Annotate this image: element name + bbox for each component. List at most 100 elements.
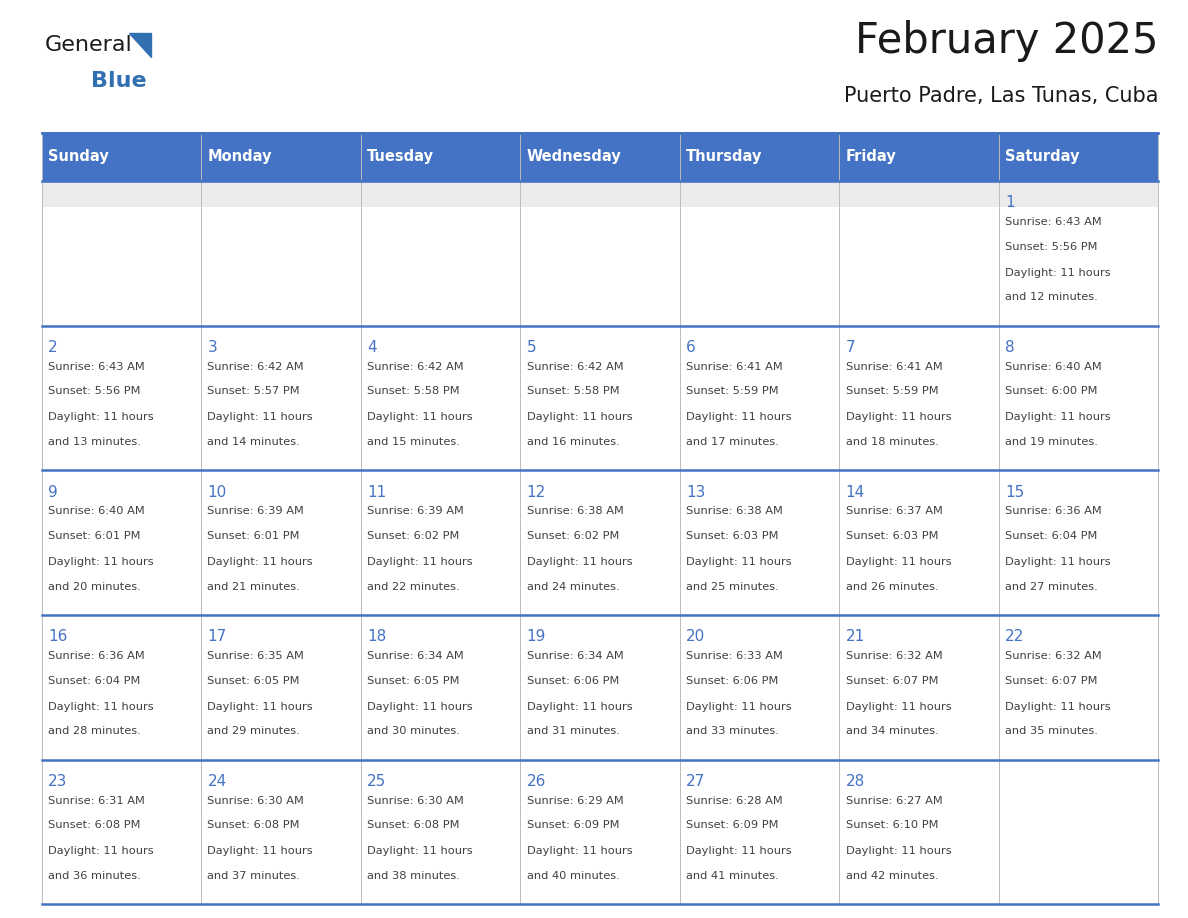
Text: Sunrise: 6:38 AM: Sunrise: 6:38 AM — [526, 507, 624, 516]
Text: Sunset: 6:01 PM: Sunset: 6:01 PM — [208, 531, 301, 541]
Text: Sunset: 6:02 PM: Sunset: 6:02 PM — [367, 531, 460, 541]
Text: Sunrise: 6:34 AM: Sunrise: 6:34 AM — [367, 651, 463, 661]
Text: Sunrise: 6:43 AM: Sunrise: 6:43 AM — [48, 362, 145, 372]
Text: Sunset: 6:04 PM: Sunset: 6:04 PM — [48, 676, 140, 686]
Text: Daylight: 11 hours: Daylight: 11 hours — [1005, 268, 1111, 277]
Text: and 29 minutes.: and 29 minutes. — [208, 726, 301, 736]
Text: Sunset: 6:03 PM: Sunset: 6:03 PM — [687, 531, 778, 541]
Text: and 21 minutes.: and 21 minutes. — [208, 582, 301, 591]
Text: Sunset: 6:04 PM: Sunset: 6:04 PM — [1005, 531, 1098, 541]
Text: Sunrise: 6:41 AM: Sunrise: 6:41 AM — [846, 362, 942, 372]
Text: Sunrise: 6:33 AM: Sunrise: 6:33 AM — [687, 651, 783, 661]
Text: Daylight: 11 hours: Daylight: 11 hours — [208, 412, 314, 422]
Text: 3: 3 — [208, 340, 217, 355]
Text: Sunrise: 6:32 AM: Sunrise: 6:32 AM — [1005, 651, 1102, 661]
Text: and 16 minutes.: and 16 minutes. — [526, 437, 619, 447]
Text: Sunset: 6:06 PM: Sunset: 6:06 PM — [687, 676, 778, 686]
Text: and 33 minutes.: and 33 minutes. — [687, 726, 779, 736]
Text: Sunset: 5:57 PM: Sunset: 5:57 PM — [208, 386, 301, 397]
Text: and 31 minutes.: and 31 minutes. — [526, 726, 619, 736]
Text: Sunset: 5:56 PM: Sunset: 5:56 PM — [48, 386, 140, 397]
Text: Sunset: 6:01 PM: Sunset: 6:01 PM — [48, 531, 140, 541]
Text: Daylight: 11 hours: Daylight: 11 hours — [526, 846, 632, 856]
Text: February 2025: February 2025 — [855, 20, 1158, 62]
Text: 26: 26 — [526, 774, 546, 789]
Text: and 40 minutes.: and 40 minutes. — [526, 871, 619, 881]
Text: Sunrise: 6:39 AM: Sunrise: 6:39 AM — [367, 507, 463, 516]
Text: Sunrise: 6:36 AM: Sunrise: 6:36 AM — [48, 651, 145, 661]
Text: 2: 2 — [48, 340, 57, 355]
Text: Tuesday: Tuesday — [367, 150, 434, 164]
Text: Wednesday: Wednesday — [526, 150, 621, 164]
Text: Sunset: 6:00 PM: Sunset: 6:00 PM — [1005, 386, 1098, 397]
Text: 9: 9 — [48, 485, 58, 499]
Text: Daylight: 11 hours: Daylight: 11 hours — [367, 557, 473, 567]
Text: Sunset: 6:08 PM: Sunset: 6:08 PM — [208, 821, 301, 830]
Text: Sunset: 6:09 PM: Sunset: 6:09 PM — [526, 821, 619, 830]
Text: Daylight: 11 hours: Daylight: 11 hours — [48, 846, 153, 856]
Text: and 15 minutes.: and 15 minutes. — [367, 437, 460, 447]
Text: Daylight: 11 hours: Daylight: 11 hours — [687, 412, 791, 422]
Text: 14: 14 — [846, 485, 865, 499]
Text: Sunset: 6:07 PM: Sunset: 6:07 PM — [1005, 676, 1098, 686]
Text: Sunrise: 6:27 AM: Sunrise: 6:27 AM — [846, 796, 942, 806]
Text: Sunrise: 6:40 AM: Sunrise: 6:40 AM — [1005, 362, 1102, 372]
Text: Blue: Blue — [91, 71, 147, 91]
Text: Sunset: 6:06 PM: Sunset: 6:06 PM — [526, 676, 619, 686]
Text: Sunrise: 6:43 AM: Sunrise: 6:43 AM — [1005, 217, 1102, 227]
Text: Sunrise: 6:38 AM: Sunrise: 6:38 AM — [687, 507, 783, 516]
Text: General: General — [45, 35, 133, 55]
Text: Daylight: 11 hours: Daylight: 11 hours — [48, 701, 153, 711]
Text: and 27 minutes.: and 27 minutes. — [1005, 582, 1098, 591]
Text: Sunrise: 6:36 AM: Sunrise: 6:36 AM — [1005, 507, 1102, 516]
Text: and 26 minutes.: and 26 minutes. — [846, 582, 939, 591]
Text: 4: 4 — [367, 340, 377, 355]
Text: and 19 minutes.: and 19 minutes. — [1005, 437, 1098, 447]
Text: Sunrise: 6:37 AM: Sunrise: 6:37 AM — [846, 507, 942, 516]
Text: 16: 16 — [48, 630, 68, 644]
Text: and 36 minutes.: and 36 minutes. — [48, 871, 140, 881]
Text: Saturday: Saturday — [1005, 150, 1080, 164]
Text: Friday: Friday — [846, 150, 897, 164]
Text: Sunset: 5:58 PM: Sunset: 5:58 PM — [367, 386, 460, 397]
Text: 5: 5 — [526, 340, 536, 355]
Text: Sunset: 6:05 PM: Sunset: 6:05 PM — [367, 676, 460, 686]
Text: Sunset: 6:08 PM: Sunset: 6:08 PM — [367, 821, 460, 830]
Text: and 22 minutes.: and 22 minutes. — [367, 582, 460, 591]
Text: and 28 minutes.: and 28 minutes. — [48, 726, 140, 736]
Text: 17: 17 — [208, 630, 227, 644]
Text: Sunrise: 6:39 AM: Sunrise: 6:39 AM — [208, 507, 304, 516]
Text: and 14 minutes.: and 14 minutes. — [208, 437, 301, 447]
Text: Puerto Padre, Las Tunas, Cuba: Puerto Padre, Las Tunas, Cuba — [843, 86, 1158, 106]
Text: 12: 12 — [526, 485, 545, 499]
Text: Daylight: 11 hours: Daylight: 11 hours — [208, 701, 314, 711]
Text: Sunrise: 6:28 AM: Sunrise: 6:28 AM — [687, 796, 783, 806]
Text: and 30 minutes.: and 30 minutes. — [367, 726, 460, 736]
Text: Sunday: Sunday — [48, 150, 109, 164]
Text: and 18 minutes.: and 18 minutes. — [846, 437, 939, 447]
Text: Daylight: 11 hours: Daylight: 11 hours — [846, 412, 952, 422]
Text: 1: 1 — [1005, 196, 1015, 210]
Text: Daylight: 11 hours: Daylight: 11 hours — [1005, 557, 1111, 567]
Text: Sunrise: 6:30 AM: Sunrise: 6:30 AM — [208, 796, 304, 806]
Text: Daylight: 11 hours: Daylight: 11 hours — [208, 846, 314, 856]
Text: Daylight: 11 hours: Daylight: 11 hours — [1005, 701, 1111, 711]
Text: Daylight: 11 hours: Daylight: 11 hours — [48, 412, 153, 422]
Text: Sunset: 6:10 PM: Sunset: 6:10 PM — [846, 821, 939, 830]
Text: and 20 minutes.: and 20 minutes. — [48, 582, 140, 591]
Text: Daylight: 11 hours: Daylight: 11 hours — [687, 701, 791, 711]
Text: and 38 minutes.: and 38 minutes. — [367, 871, 460, 881]
Text: 13: 13 — [687, 485, 706, 499]
Text: Sunset: 6:05 PM: Sunset: 6:05 PM — [208, 676, 301, 686]
Text: Sunset: 5:58 PM: Sunset: 5:58 PM — [526, 386, 619, 397]
Text: and 17 minutes.: and 17 minutes. — [687, 437, 779, 447]
Text: Daylight: 11 hours: Daylight: 11 hours — [687, 846, 791, 856]
Text: 18: 18 — [367, 630, 386, 644]
Text: Daylight: 11 hours: Daylight: 11 hours — [48, 557, 153, 567]
Text: Sunset: 5:59 PM: Sunset: 5:59 PM — [687, 386, 778, 397]
Text: Sunrise: 6:29 AM: Sunrise: 6:29 AM — [526, 796, 624, 806]
Text: Daylight: 11 hours: Daylight: 11 hours — [526, 701, 632, 711]
Text: 24: 24 — [208, 774, 227, 789]
Text: Daylight: 11 hours: Daylight: 11 hours — [208, 557, 314, 567]
Text: and 41 minutes.: and 41 minutes. — [687, 871, 779, 881]
